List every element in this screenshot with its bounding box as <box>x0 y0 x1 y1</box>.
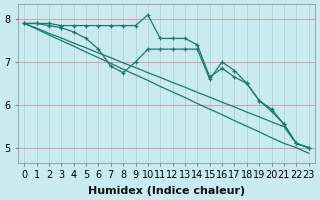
X-axis label: Humidex (Indice chaleur): Humidex (Indice chaleur) <box>88 186 245 196</box>
